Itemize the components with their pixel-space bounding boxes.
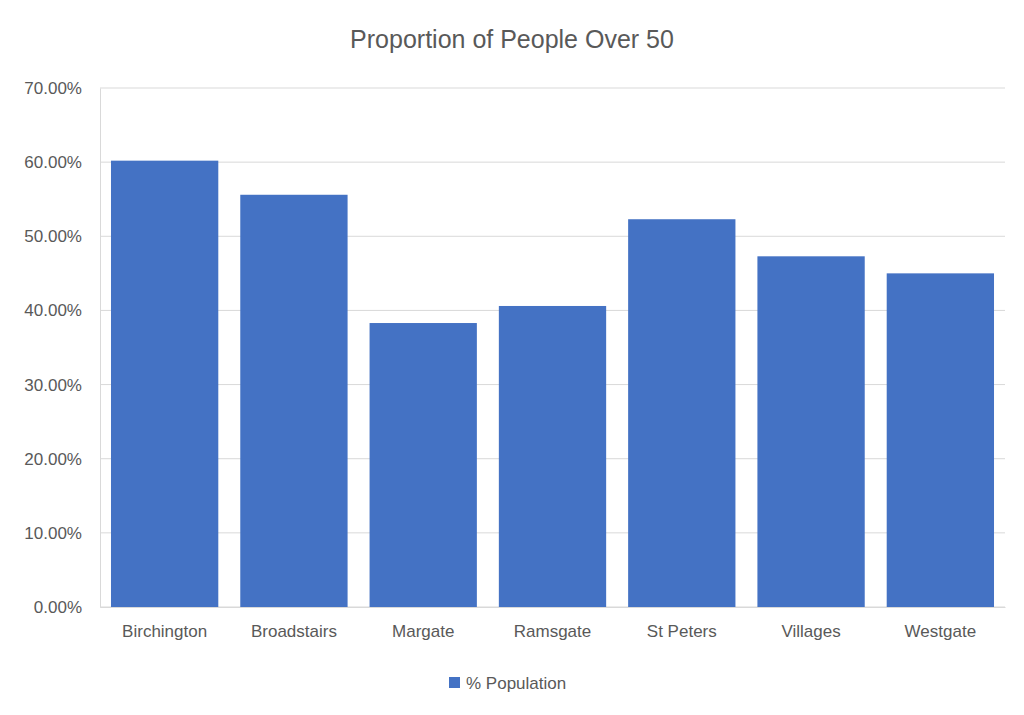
grid-line (100, 88, 1005, 89)
grid (100, 88, 1005, 607)
title: Proportion of People Over 50 (350, 25, 674, 53)
x-tick-label: Villages (781, 622, 840, 641)
bar (111, 161, 218, 607)
bar (499, 306, 606, 607)
x-tick: Broadstairs (251, 607, 337, 641)
x-tick: Westgate (905, 607, 977, 641)
bar (628, 219, 735, 607)
x-tick-label: Westgate (905, 622, 977, 641)
x-tick: Margate (392, 607, 454, 641)
grid-line (100, 236, 1005, 237)
y-tick: 40.00% (24, 301, 100, 320)
plot-area: 0.00% 10.00% 20.00% 30.00% 40.00% 50.00% 60.00… (24, 79, 1005, 641)
y-tick-label: 40.00% (24, 301, 82, 320)
y-tick-label: 0.00% (34, 598, 82, 617)
legend-swatch (449, 677, 460, 688)
x-tick: St Peters (647, 607, 717, 641)
x-tick-label: Margate (392, 622, 454, 641)
grid-line (100, 162, 1005, 163)
x-tick: Birchington (122, 607, 207, 641)
legend-item: % Population (449, 674, 566, 693)
y-tick-label: 20.00% (24, 450, 82, 469)
bar (757, 256, 864, 607)
legend: % Population (449, 674, 566, 693)
y-tick: 30.00% (24, 376, 100, 395)
y-axis: 0.00% 10.00% 20.00% 30.00% 40.00% 50.00% 60.00… (24, 79, 100, 617)
x-tick-label: Broadstairs (251, 622, 337, 641)
y-tick: 10.00% (24, 524, 100, 543)
bars (111, 161, 994, 607)
y-tick-label: 10.00% (24, 524, 82, 543)
bar (370, 323, 477, 607)
y-tick: 20.00% (24, 450, 100, 469)
y-tick: 70.00% (24, 79, 100, 98)
legend-label: % Population (466, 674, 566, 693)
x-tick-label: Birchington (122, 622, 207, 641)
y-tick-label: 60.00% (24, 153, 82, 172)
y-tick: 50.00% (24, 227, 100, 246)
y-tick: 60.00% (24, 153, 100, 172)
y-tick-label: 70.00% (24, 79, 82, 98)
x-axis-line (101, 607, 1006, 608)
bar (887, 273, 994, 607)
x-tick-label: Ramsgate (514, 622, 591, 641)
x-axis: Birchington Broadstairs Margate Ramsgate St … (101, 607, 1006, 641)
x-tick: Ramsgate (514, 607, 591, 641)
x-tick-label: St Peters (647, 622, 717, 641)
y-tick: 0.00% (34, 598, 100, 617)
y-axis-line (100, 89, 101, 608)
y-tick-label: 30.00% (24, 376, 82, 395)
chart: 0.00% 10.00% 20.00% 30.00% 40.00% 50.00% 60.00… (0, 0, 1024, 715)
bar (240, 195, 347, 607)
x-tick: Villages (781, 607, 840, 641)
y-tick-label: 50.00% (24, 227, 82, 246)
